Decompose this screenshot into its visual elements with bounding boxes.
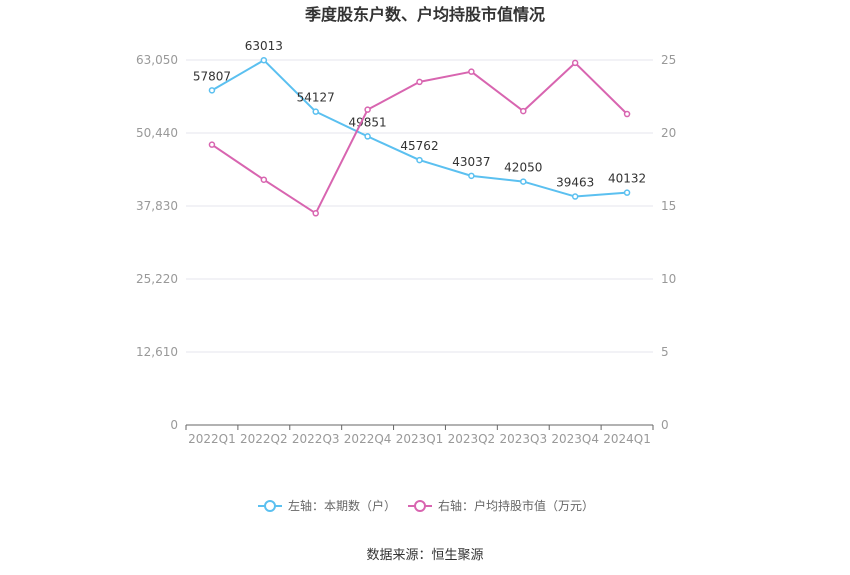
x-tick-label: 2023Q3 bbox=[499, 432, 547, 446]
data-point bbox=[571, 59, 579, 67]
chart-title: 季度股东户数、户均持股市值情况 bbox=[304, 5, 545, 24]
right-tick-label: 25 bbox=[661, 53, 676, 67]
data-point bbox=[260, 56, 268, 64]
left-tick-label: 25,220 bbox=[136, 272, 178, 286]
axes: 012,61025,22037,83050,44063,050051015202… bbox=[136, 53, 676, 446]
left-tick-label: 12,610 bbox=[136, 345, 178, 359]
data-label: 40132 bbox=[608, 172, 646, 186]
series-layer: 57807 63013 54127 49851 45762 43037 42050 39463… bbox=[193, 39, 646, 217]
legend[interactable]: 左轴：本期数（户） 右轴：户均持股市值（万元） bbox=[258, 498, 594, 513]
data-point bbox=[364, 133, 371, 140]
legend-label: 右轴：户均持股市值（万元） bbox=[438, 498, 594, 513]
data-label: 54127 bbox=[297, 91, 335, 105]
data-point bbox=[416, 156, 423, 164]
data-point bbox=[468, 172, 475, 180]
data-point bbox=[260, 176, 268, 183]
data-point bbox=[312, 108, 319, 115]
data-point bbox=[623, 189, 631, 196]
x-tick-label: 2023Q1 bbox=[396, 432, 444, 446]
x-tick-label: 2022Q1 bbox=[188, 432, 236, 446]
right-tick-label: 15 bbox=[661, 199, 676, 213]
data-point bbox=[520, 107, 527, 115]
x-tick-label: 2022Q4 bbox=[344, 432, 392, 446]
data-point bbox=[623, 110, 631, 118]
data-point bbox=[520, 178, 527, 185]
legend-item[interactable]: 左轴：本期数（户） bbox=[258, 498, 396, 513]
data-label: 45762 bbox=[400, 139, 438, 153]
data-point bbox=[208, 141, 216, 148]
left-tick-label: 63,050 bbox=[136, 53, 178, 67]
x-tick-label: 2024Q1 bbox=[603, 432, 651, 446]
source-note: 数据来源：恒生聚源 bbox=[366, 548, 483, 563]
left-tick-label: 37,830 bbox=[136, 199, 178, 213]
data-point bbox=[364, 106, 371, 113]
x-tick-label: 2023Q2 bbox=[448, 432, 496, 446]
data-point bbox=[416, 78, 423, 86]
left-tick-label: 50,440 bbox=[136, 126, 178, 140]
legend-label: 左轴：本期数（户） bbox=[288, 498, 396, 513]
x-tick-label: 2023Q4 bbox=[551, 432, 599, 446]
legend-marker bbox=[264, 500, 276, 512]
legend-marker bbox=[414, 500, 426, 512]
right-tick-label: 0 bbox=[661, 418, 669, 432]
data-label: 57807 bbox=[193, 69, 231, 83]
right-tick-label: 5 bbox=[661, 345, 669, 359]
x-tick-label: 2022Q2 bbox=[240, 432, 288, 446]
data-label: 39463 bbox=[556, 176, 594, 190]
data-label: 43037 bbox=[452, 155, 490, 169]
gridlines bbox=[186, 59, 653, 353]
right-tick-label: 10 bbox=[661, 272, 676, 286]
data-point bbox=[468, 68, 475, 75]
legend-item[interactable]: 右轴：户均持股市值（万元） bbox=[408, 498, 594, 513]
data-label: 63013 bbox=[245, 39, 283, 53]
right-tick-label: 20 bbox=[661, 126, 676, 140]
data-point bbox=[312, 210, 319, 217]
data-label: 42050 bbox=[504, 161, 542, 175]
data-point bbox=[571, 193, 579, 200]
data-point bbox=[208, 87, 216, 94]
x-tick-label: 2022Q3 bbox=[292, 432, 340, 446]
left-tick-label: 0 bbox=[170, 418, 178, 432]
data-label: 49851 bbox=[349, 115, 387, 129]
